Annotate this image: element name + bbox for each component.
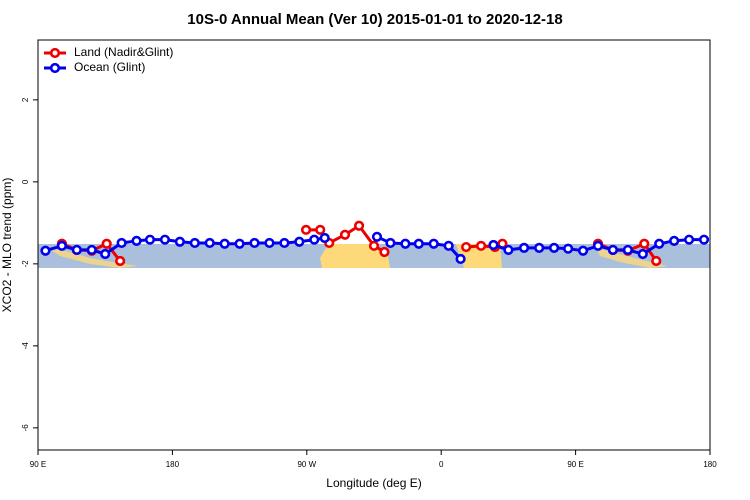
data-point [683, 234, 695, 245]
data-point [368, 240, 380, 251]
data-point [503, 244, 514, 256]
data-point [40, 245, 51, 256]
data-point [654, 238, 665, 249]
data-point [264, 237, 275, 249]
data-point [385, 237, 396, 249]
data-point [669, 235, 680, 246]
data-point [279, 237, 290, 249]
x-tick-label: 90 W [297, 460, 316, 469]
data-point [577, 245, 589, 256]
data-point [319, 232, 330, 244]
data-point [86, 244, 97, 256]
x-tick-label: 0 [439, 460, 444, 469]
data-point [204, 237, 215, 249]
data-point [475, 240, 487, 251]
data-point [131, 235, 142, 246]
data-point [353, 220, 365, 231]
data-point [443, 240, 454, 251]
data-point [144, 234, 156, 245]
plot-frame [37, 39, 711, 451]
data-point [548, 242, 560, 253]
data-point [234, 238, 245, 249]
data-point [315, 224, 326, 235]
data-point [534, 242, 545, 253]
x-tick-label: 180 [166, 460, 180, 469]
data-point [71, 244, 82, 256]
data-point [563, 243, 574, 254]
data-point [400, 238, 411, 249]
data-point [455, 253, 466, 265]
data-point [637, 248, 648, 260]
data-point [100, 248, 111, 260]
data-point [116, 237, 127, 249]
data-point [294, 236, 305, 247]
data-point [300, 224, 312, 235]
x-tick-label: 90 E [567, 460, 583, 469]
legend-marker [49, 62, 61, 74]
chart-title: 10S-0 Annual Mean (Ver 10) 2015-01-01 to… [187, 11, 562, 28]
data-point [698, 234, 710, 245]
legend-label: Land (Nadir&Glint) [74, 45, 173, 59]
legend: Land (Nadir&Glint)Ocean (Glint) [44, 45, 173, 74]
data-point [309, 234, 320, 245]
data-point [639, 238, 650, 249]
data-point [219, 238, 230, 249]
data-point [189, 237, 200, 249]
data-point [461, 241, 472, 253]
data-point [592, 240, 604, 251]
x-tick-label: 90 E [30, 460, 46, 469]
y-axis-label: XCO2 - MLO trend (ppm) [0, 178, 14, 313]
data-point [622, 244, 633, 256]
y-tick-label: -2 [21, 260, 30, 268]
y-tick-label: 2 [21, 97, 30, 102]
data-point [488, 239, 499, 251]
data-point [413, 238, 424, 249]
x-tick-label: 180 [703, 460, 717, 469]
data-point [56, 240, 67, 251]
data-point [159, 234, 171, 245]
data-point [115, 255, 126, 267]
data-point [518, 242, 530, 253]
y-tick-label: -6 [21, 424, 30, 432]
data-point [428, 238, 439, 249]
data-point [371, 231, 383, 242]
data-point [339, 229, 351, 240]
y-tick-label: 0 [21, 179, 30, 184]
data-point [101, 238, 112, 249]
data-point [379, 246, 390, 258]
data-point [174, 236, 185, 247]
x-axis-label: Longitude (deg E) [326, 476, 421, 490]
legend-marker [49, 47, 61, 59]
y-tick-label: -4 [21, 342, 30, 350]
data-point [249, 237, 260, 249]
legend-label: Ocean (Glint) [74, 60, 145, 74]
data-point [607, 244, 619, 256]
data-point [651, 255, 662, 267]
